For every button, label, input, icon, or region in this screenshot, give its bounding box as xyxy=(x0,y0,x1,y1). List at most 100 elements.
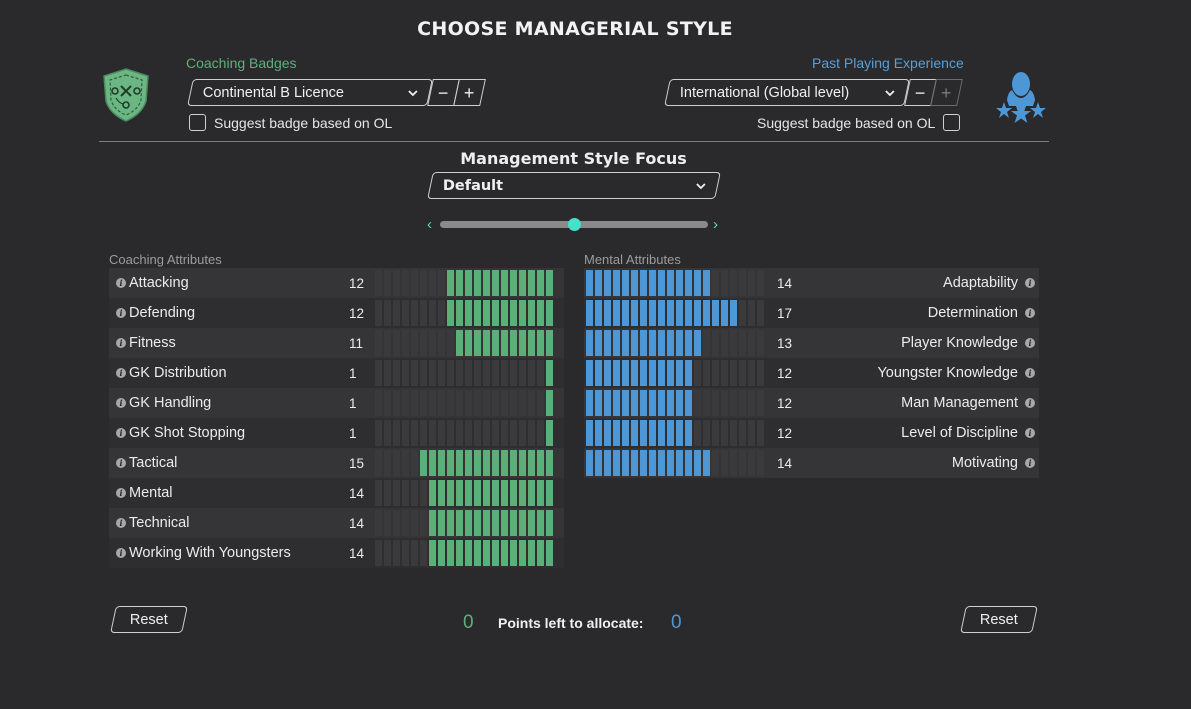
attribute-bar xyxy=(375,390,553,416)
bar-segment xyxy=(384,360,391,386)
bar-segment xyxy=(420,390,427,416)
playing-experience-dropdown[interactable]: International (Global level) xyxy=(664,79,910,106)
bar-segment xyxy=(519,540,526,566)
bar-segment xyxy=(438,360,445,386)
bar-segment xyxy=(546,510,553,536)
bar-segment xyxy=(613,420,620,446)
coaching-badge-dropdown[interactable]: Continental B Licence xyxy=(187,79,433,106)
info-icon[interactable]: i xyxy=(116,338,126,348)
attribute-value: 12 xyxy=(777,365,793,381)
bar-segment xyxy=(748,360,755,386)
reset-coaching-button[interactable]: Reset xyxy=(110,606,188,633)
info-icon[interactable]: i xyxy=(1025,428,1035,438)
bar-segment xyxy=(483,510,490,536)
info-icon[interactable]: i xyxy=(1025,338,1035,348)
bar-segment xyxy=(595,360,602,386)
bar-segment xyxy=(501,300,508,326)
plus-icon: + xyxy=(464,82,475,103)
info-icon[interactable]: i xyxy=(116,308,126,318)
attribute-row: i GK Distribution 1 xyxy=(109,358,564,388)
info-icon[interactable]: i xyxy=(116,458,126,468)
bar-segment xyxy=(483,420,490,446)
bar-segment xyxy=(649,360,656,386)
bar-segment xyxy=(456,540,463,566)
attribute-row: i GK Handling 1 xyxy=(109,388,564,418)
playing-experience-label: Past Playing Experience xyxy=(812,55,964,71)
bar-segment xyxy=(465,300,472,326)
bar-segment xyxy=(546,270,553,296)
bar-segment xyxy=(613,390,620,416)
info-icon[interactable]: i xyxy=(1025,458,1035,468)
info-icon[interactable]: i xyxy=(116,518,126,528)
bar-segment xyxy=(474,390,481,416)
bar-segment xyxy=(447,510,454,536)
info-icon[interactable]: i xyxy=(116,278,126,288)
info-icon[interactable]: i xyxy=(116,368,126,378)
info-icon[interactable]: i xyxy=(116,428,126,438)
info-icon[interactable]: i xyxy=(1025,308,1035,318)
attribute-row: i Man Management 12 xyxy=(584,388,1039,418)
bar-segment xyxy=(510,360,517,386)
bar-segment xyxy=(622,450,629,476)
attribute-value: 13 xyxy=(777,335,793,351)
bar-segment xyxy=(622,330,629,356)
info-icon[interactable]: i xyxy=(116,488,126,498)
bar-segment xyxy=(384,510,391,536)
bar-segment xyxy=(438,390,445,416)
bar-segment xyxy=(420,300,427,326)
bar-segment xyxy=(757,270,764,296)
player-stars-icon xyxy=(994,68,1048,124)
info-icon[interactable]: i xyxy=(1025,278,1035,288)
bar-segment xyxy=(456,510,463,536)
focus-slider-handle[interactable] xyxy=(567,218,581,231)
bar-segment xyxy=(730,360,737,386)
bar-segment xyxy=(757,360,764,386)
attribute-bar xyxy=(375,300,553,326)
attribute-value: 15 xyxy=(349,455,365,471)
bar-segment xyxy=(604,360,611,386)
reset-mental-button[interactable]: Reset xyxy=(960,606,1038,633)
attribute-bar xyxy=(375,450,553,476)
bar-segment xyxy=(456,270,463,296)
bar-segment xyxy=(393,330,400,356)
bar-segment xyxy=(748,450,755,476)
coaching-suggest-checkbox[interactable] xyxy=(189,114,206,131)
playing-experience-increase-button[interactable]: + xyxy=(930,79,963,106)
bar-segment xyxy=(519,390,526,416)
bar-segment xyxy=(384,480,391,506)
focus-dropdown[interactable]: Default xyxy=(427,172,721,199)
bar-segment xyxy=(402,480,409,506)
info-icon[interactable]: i xyxy=(116,398,126,408)
bar-segment xyxy=(429,420,436,446)
info-icon[interactable]: i xyxy=(1025,368,1035,378)
playing-suggest-checkbox[interactable] xyxy=(943,114,960,131)
bar-segment xyxy=(658,390,665,416)
bar-segment xyxy=(676,360,683,386)
bar-segment xyxy=(411,450,418,476)
bar-segment xyxy=(420,270,427,296)
bar-segment xyxy=(712,270,719,296)
bar-segment xyxy=(640,450,647,476)
bar-segment xyxy=(429,510,436,536)
bar-segment xyxy=(528,420,535,446)
slider-right-arrow[interactable]: › xyxy=(713,216,718,233)
bar-segment xyxy=(492,420,499,446)
bar-segment xyxy=(667,270,674,296)
bar-segment xyxy=(465,390,472,416)
page-title: CHOOSE MANAGERIAL STYLE xyxy=(417,18,733,40)
info-icon[interactable]: i xyxy=(116,548,126,558)
info-icon[interactable]: i xyxy=(1025,398,1035,408)
slider-left-arrow[interactable]: ‹ xyxy=(427,216,432,233)
bar-segment xyxy=(739,330,746,356)
attribute-value: 14 xyxy=(349,515,365,531)
bar-segment xyxy=(519,360,526,386)
bar-segment xyxy=(537,450,544,476)
bar-segment xyxy=(528,360,535,386)
bar-segment xyxy=(474,270,481,296)
bar-segment xyxy=(510,480,517,506)
bar-segment xyxy=(474,450,481,476)
bar-segment xyxy=(447,300,454,326)
coaching-badge-increase-button[interactable]: + xyxy=(453,79,486,106)
bar-segment xyxy=(703,270,710,296)
bar-segment xyxy=(438,450,445,476)
